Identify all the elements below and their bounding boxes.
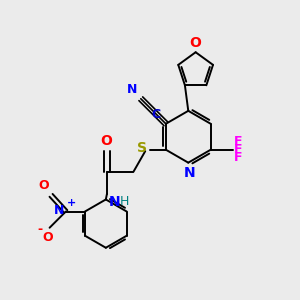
Text: -: - [38, 223, 43, 236]
Text: N: N [127, 83, 137, 96]
Text: F: F [234, 152, 243, 164]
Text: +: + [67, 198, 76, 208]
Text: O: O [190, 36, 202, 50]
Text: S: S [137, 141, 147, 155]
Text: O: O [100, 134, 112, 148]
Text: O: O [43, 231, 53, 244]
Text: C: C [152, 108, 161, 121]
Text: N: N [184, 166, 196, 180]
Text: N: N [54, 204, 64, 217]
Text: O: O [38, 179, 49, 192]
Text: H: H [119, 195, 129, 208]
Text: F: F [234, 135, 243, 148]
Text: N: N [109, 195, 121, 209]
Text: F: F [234, 143, 243, 156]
